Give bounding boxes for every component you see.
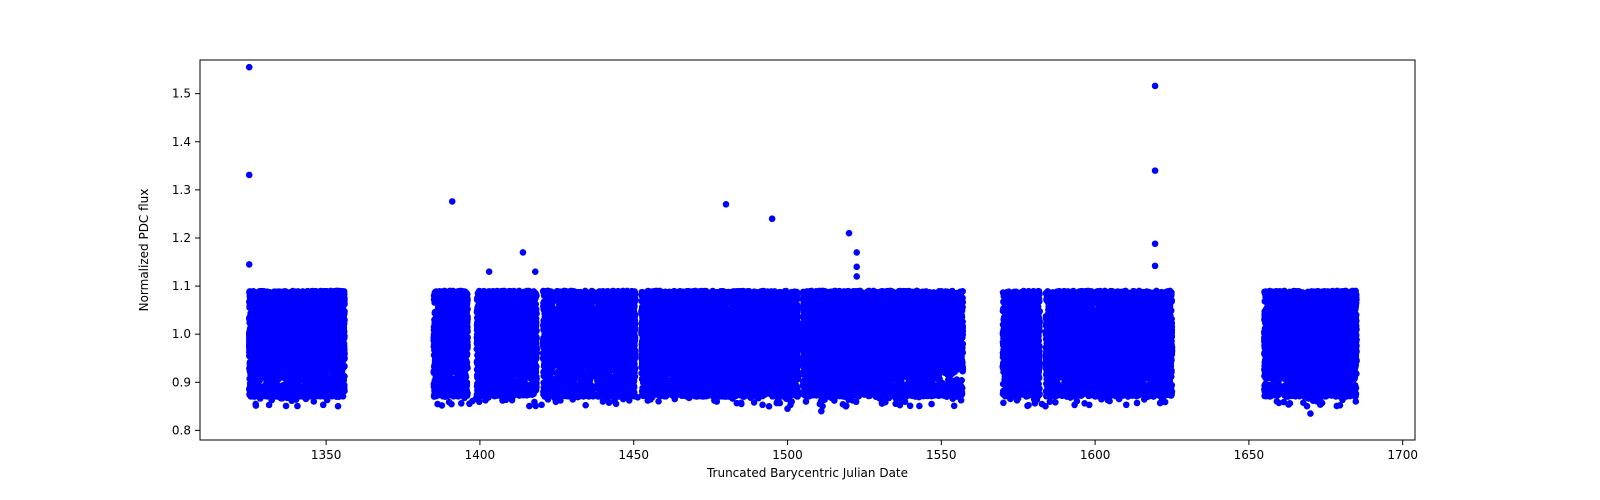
y-tick-label: 1.5 — [172, 87, 191, 101]
x-tick-label: 1550 — [926, 448, 957, 462]
y-tick-label: 0.9 — [172, 375, 191, 389]
y-tick-label: 1.4 — [172, 135, 191, 149]
y-tick-label: 1.2 — [172, 231, 191, 245]
x-tick-label: 1600 — [1080, 448, 1111, 462]
x-tick-label: 1400 — [465, 448, 496, 462]
x-tick-label: 1500 — [772, 448, 803, 462]
x-tick-label: 1450 — [618, 448, 649, 462]
y-tick-label: 1.0 — [172, 327, 191, 341]
x-tick-label: 1350 — [311, 448, 342, 462]
scatter-chart: 1350 1400 1450 1500 1550 1600 1650 1700 0.8 0.9 1.… — [0, 0, 1600, 500]
x-axis-label: Truncated Barycentric Julian Date — [706, 466, 908, 480]
x-tick-label: 1700 — [1387, 448, 1418, 462]
y-axis-label: Normalized PDC flux — [137, 189, 151, 312]
y-tick-label: 1.1 — [172, 279, 191, 293]
y-tick-label: 0.8 — [172, 423, 191, 437]
x-tick-label: 1650 — [1234, 448, 1265, 462]
y-tick-label: 1.3 — [172, 183, 191, 197]
chart-container: 1350 1400 1450 1500 1550 1600 1650 1700 0.8 0.9 1.… — [0, 0, 1600, 500]
